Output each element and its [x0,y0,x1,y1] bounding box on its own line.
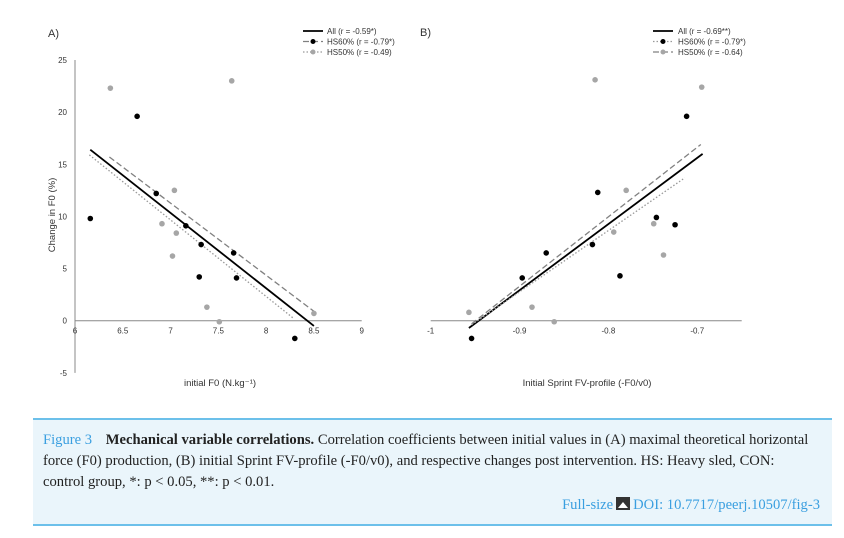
panel-b-point-hs50 [698,84,705,90]
panel-a-point-hs50 [107,85,114,91]
panel-a-point-hs50 [204,304,210,310]
panel-a-point-hs50 [169,253,176,259]
panel-a-x-tick-label: 7.5 [213,327,225,336]
panel-b-trendline-hs50 [471,143,702,325]
figure-caption-text: Correlation coefficients between initial… [43,432,809,490]
panel-a-x-tick-label: 6.5 [117,327,129,336]
panel-a-trendline-hs60 [109,156,315,312]
panel-a-y-tick-label: 0 [63,317,68,326]
figure-3-charts: A) -5 0 5 10 15 20 25 Change in F0 (%) 6 6.5 7 7.5 8 8… [47,27,746,389]
panel-b-legend-marker [660,39,666,44]
panel-a-point-hs60 [134,113,140,120]
figure-links: Full-size DOI: 10.7717/peerj.10507/fig-3 [562,496,820,514]
panel-a-y-axis-label: Change in F0 (%) [47,178,58,252]
panel-b-point-hs50 [650,220,657,227]
panel-a-legend-entry: All (r = -0.59*) [327,27,377,36]
panel-a-x-tick-label: 6 [73,327,78,336]
panel-b-legend-entry: HS50% (r = -0.64) [678,48,743,57]
panel-a-trendline-all [89,148,315,327]
panel-b-point-hs60 [617,273,623,279]
panel-b-x-tick-label: -1 [427,327,435,336]
panel-a-point-hs60 [233,275,240,281]
panel-a-x-tick-label: 7 [168,327,173,336]
panel-b-point-hs60 [672,221,678,228]
panel-a-legend-marker [310,39,316,44]
panel-a-x-tick-label: 9 [359,327,364,336]
panel-a-x-axis-label: initial F0 (N.kg⁻¹) [184,378,256,389]
panel-a-legend-entry: HS50% (r = -0.49) [327,48,392,57]
panel-b-x-axis-label: Initial Sprint FV-profile (-F0/v0) [523,378,652,389]
panel-a-point-hs60 [196,274,203,280]
panel-b-x-tick-label: -0.9 [513,327,527,336]
doi-link[interactable]: DOI: 10.7717/peerj.10507/fig-3 [633,497,820,513]
panel-a-legend-entry: HS60% (r = -0.79*) [327,38,395,47]
panel-b-point-hs50 [529,304,535,310]
panel-b-point-hs50 [592,77,598,83]
panel-a-point-hs60 [183,223,189,229]
panel-b-point-hs60 [468,335,475,342]
panel-b-point-hs60 [683,113,690,120]
panel-a-point-hs50 [228,78,235,84]
panel-b-x-tick-label: -0.8 [602,327,616,336]
panel-b-point-hs50 [610,229,617,235]
panel-a-point-hs60 [230,250,237,256]
panel-a-y-tick-label: 5 [63,265,68,274]
panel-b-trendline-hs60 [471,177,686,326]
panel-b-legend-entry: HS60% (r = -0.79*) [678,38,746,47]
panel-a-point-hs50 [216,318,223,325]
panel-b-legend-marker [660,49,666,55]
panel-a-y-tick-label: 20 [58,108,67,117]
panel-a-point-hs60 [198,241,204,248]
panel-b-point-hs60 [589,241,596,248]
panel-a-label: A) [48,28,59,40]
panel-a-point-hs50 [159,220,165,227]
panel-a-point-hs50 [173,230,180,236]
full-size-link[interactable]: Full-size [562,497,614,513]
panel-b-point-hs50 [660,252,667,258]
panel-a-legend-marker [310,49,316,55]
panel-a-trendline-hs50 [88,154,295,320]
panel-a-y-tick-label: 25 [58,56,67,65]
panel-a-point-hs50 [171,187,178,194]
panel-a-x-tick-label: 8.5 [308,327,320,336]
panel-b-point-hs60 [594,189,601,196]
figure-label: Figure 3 [43,432,93,448]
panel-a-point-hs60 [292,335,298,342]
panel-b-point-hs60 [543,250,550,256]
panel-a-point-hs60 [87,215,94,222]
panel-a-y-tick-label: 10 [58,212,67,221]
panel-b-point-hs50 [551,318,558,325]
panel-b-label: B) [420,27,431,39]
panel-a-point-hs60 [153,190,160,197]
panel-b-x-tick-label: -0.7 [690,327,704,336]
panel-b-point-hs60 [519,275,526,281]
figure-caption: Figure 3 Mechanical variable correlation… [33,418,832,526]
panel-a-y-tick-label: 15 [58,160,67,169]
panel-b-legend-entry: All (r = -0.69**) [678,27,731,36]
panel-b-point-hs50 [623,187,629,194]
panel-b-point-hs60 [653,214,660,221]
panel-a-y-tick-label: -5 [60,369,68,378]
panel-a-x-tick-label: 8 [264,327,269,336]
panel-b-point-hs50 [466,309,472,316]
image-icon [616,497,631,510]
panel-b-trendline-all [468,153,704,329]
figure-title: Mechanical variable correlations. [105,432,315,448]
panel-a-point-hs50 [311,310,317,317]
